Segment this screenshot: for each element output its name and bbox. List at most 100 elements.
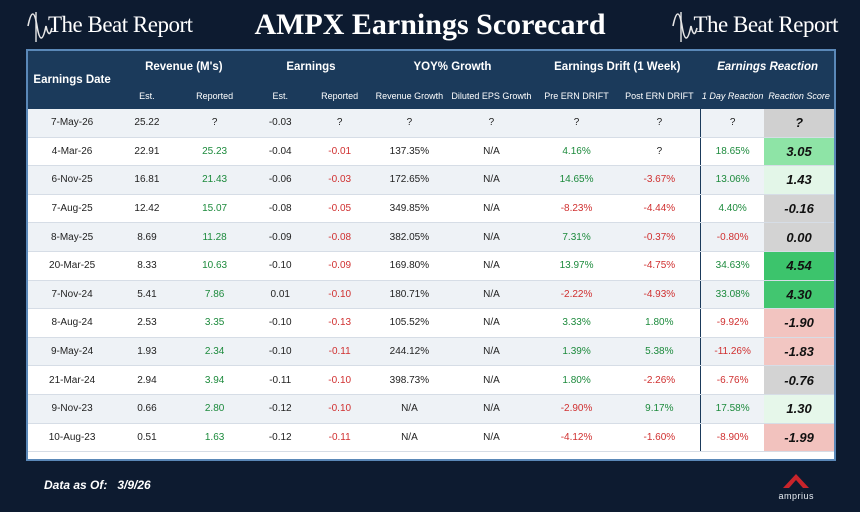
revenue-growth-cell: 180.71% [370, 280, 449, 310]
post-drift-cell: ? [618, 109, 701, 138]
brand-name-right: The Beat Report [693, 12, 838, 37]
revenue-reported-cell: 10.63 [177, 251, 252, 281]
pre-drift-cell: 7.31% [534, 222, 619, 252]
eps-est-cell: -0.10 [251, 308, 309, 338]
earnings-date-cell: 7-May-26 [28, 109, 117, 138]
revenue-growth-cell: 137.35% [370, 137, 449, 167]
revenue-growth-cell: 398.73% [370, 365, 449, 395]
beat-report-logo-left: The Beat Report [26, 6, 193, 44]
eps-reported-cell: -0.10 [308, 280, 371, 310]
pre-drift-cell: -8.23% [534, 194, 619, 224]
header-rev-est: Est. [116, 83, 178, 109]
table-row: 4-Mar-26 22.91 25.23 -0.04 -0.01 137.35% N/A 4.… [28, 137, 834, 167]
data-as-of-date: 3/9/26 [117, 478, 151, 492]
one-day-reaction-cell: ? [700, 109, 765, 138]
pre-drift-cell: -4.12% [534, 423, 619, 453]
header-one-day-reaction: 1 Day Reaction [700, 83, 765, 109]
reaction-score-cell: -1.99 [764, 423, 834, 453]
table-row: 21-Mar-24 2.94 3.94 -0.11 -0.10 398.73% N/A 1.8… [28, 365, 834, 395]
eps-growth-cell: N/A [448, 137, 535, 167]
amprius-mark-icon [783, 474, 810, 488]
revenue-est-cell: 8.69 [116, 222, 178, 252]
revenue-growth-cell: 105.52% [370, 308, 449, 338]
header-post-drift: Post ERN DRIFT [618, 83, 701, 109]
earnings-table: Earnings Date Revenue (M's) Earnings YOY… [28, 51, 834, 453]
table-row: 6-Nov-25 16.81 21.43 -0.06 -0.03 172.65% N/A 14… [28, 165, 834, 195]
table-row: 10-Aug-23 0.51 1.63 -0.12 -0.11 N/A N/A -4.12% -… [28, 423, 834, 453]
earnings-date-cell: 6-Nov-25 [28, 165, 117, 195]
revenue-reported-cell: 15.07 [177, 194, 252, 224]
earnings-date-cell: 9-May-24 [28, 337, 117, 367]
eps-reported-cell: -0.13 [308, 308, 371, 338]
reaction-score-cell: 3.05 [764, 137, 834, 167]
header-revenue-growth: Revenue Growth [370, 83, 449, 109]
revenue-est-cell: 8.33 [116, 251, 178, 281]
post-drift-cell: -4.44% [618, 194, 701, 224]
table-row: 7-May-26 25.22? -0.03??????? [28, 109, 834, 138]
revenue-growth-cell: ? [370, 109, 449, 138]
revenue-est-cell: 0.66 [116, 394, 178, 424]
table-row: 8-May-25 8.69 11.28 -0.09 -0.08 382.05% N/A 7.3… [28, 222, 834, 252]
revenue-reported-cell: 2.34 [177, 337, 252, 367]
amprius-wordmark: amprius [778, 491, 814, 501]
header-revenue: Revenue (M's) [116, 51, 252, 83]
eps-growth-cell: N/A [448, 365, 535, 395]
header-rev-reported: Reported [177, 83, 252, 109]
eps-est-cell: -0.08 [251, 194, 309, 224]
eps-est-cell: -0.03 [251, 109, 309, 138]
post-drift-cell: -2.26% [618, 365, 701, 395]
eps-growth-cell: N/A [448, 337, 535, 367]
revenue-est-cell: 16.81 [116, 165, 178, 195]
eps-est-cell: -0.09 [251, 222, 309, 252]
eps-est-cell: -0.10 [251, 251, 309, 281]
earnings-date-cell: 8-May-25 [28, 222, 117, 252]
eps-est-cell: 0.01 [251, 280, 309, 310]
reaction-score-cell: 4.54 [764, 251, 834, 281]
eps-est-cell: -0.04 [251, 137, 309, 167]
reaction-score-cell: -0.16 [764, 194, 834, 224]
revenue-reported-cell: 3.35 [177, 308, 252, 338]
revenue-growth-cell: 244.12% [370, 337, 449, 367]
header-earnings-date: Earnings Date [28, 51, 117, 109]
eps-reported-cell: -0.05 [308, 194, 371, 224]
one-day-reaction-cell: 17.58% [700, 394, 765, 424]
revenue-est-cell: 1.93 [116, 337, 178, 367]
one-day-reaction-cell: 4.40% [700, 194, 765, 224]
header-reaction-score: Reaction Score [764, 83, 834, 109]
earnings-date-cell: 7-Nov-24 [28, 280, 117, 310]
one-day-reaction-cell: 33.08% [700, 280, 765, 310]
eps-reported-cell: -0.03 [308, 165, 371, 195]
revenue-growth-cell: 169.80% [370, 251, 449, 281]
earnings-date-cell: 20-Mar-25 [28, 251, 117, 281]
eps-reported-cell: -0.10 [308, 365, 371, 395]
eps-growth-cell: N/A [448, 394, 535, 424]
revenue-reported-cell: 21.43 [177, 165, 252, 195]
data-as-of-label: Data as Of: [44, 478, 108, 492]
pre-drift-cell: 1.80% [534, 365, 619, 395]
post-drift-cell: -4.75% [618, 251, 701, 281]
revenue-reported-cell: 2.80 [177, 394, 252, 424]
reaction-score-cell: -1.83 [764, 337, 834, 367]
table-row: 20-Mar-25 8.33 10.63 -0.10 -0.09 169.80% N/A 13… [28, 251, 834, 281]
revenue-growth-cell: N/A [370, 394, 449, 424]
eps-growth-cell: N/A [448, 280, 535, 310]
eps-est-cell: -0.12 [251, 394, 309, 424]
eps-reported-cell: -0.08 [308, 222, 371, 252]
eps-growth-cell: ? [448, 109, 535, 138]
eps-reported-cell: -0.11 [308, 423, 371, 453]
pre-drift-cell: 14.65% [534, 165, 619, 195]
one-day-reaction-cell: 18.65% [700, 137, 765, 167]
beat-report-logo-right: The Beat Report [671, 6, 838, 44]
revenue-growth-cell: 382.05% [370, 222, 449, 252]
amprius-logo: amprius [778, 474, 814, 501]
data-as-of: Data as Of: 3/9/26 [44, 478, 151, 492]
header-earnings-reaction: Earnings Reaction [700, 51, 834, 83]
revenue-est-cell: 25.22 [116, 109, 178, 138]
header-earnings-drift: Earnings Drift (1 Week) [534, 51, 701, 83]
post-drift-cell: 1.80% [618, 308, 701, 338]
one-day-reaction-cell: 13.06% [700, 165, 765, 195]
header-eps-est: Est. [251, 83, 309, 109]
revenue-reported-cell: 25.23 [177, 137, 252, 167]
one-day-reaction-cell: -9.92% [700, 308, 765, 338]
post-drift-cell: -4.93% [618, 280, 701, 310]
